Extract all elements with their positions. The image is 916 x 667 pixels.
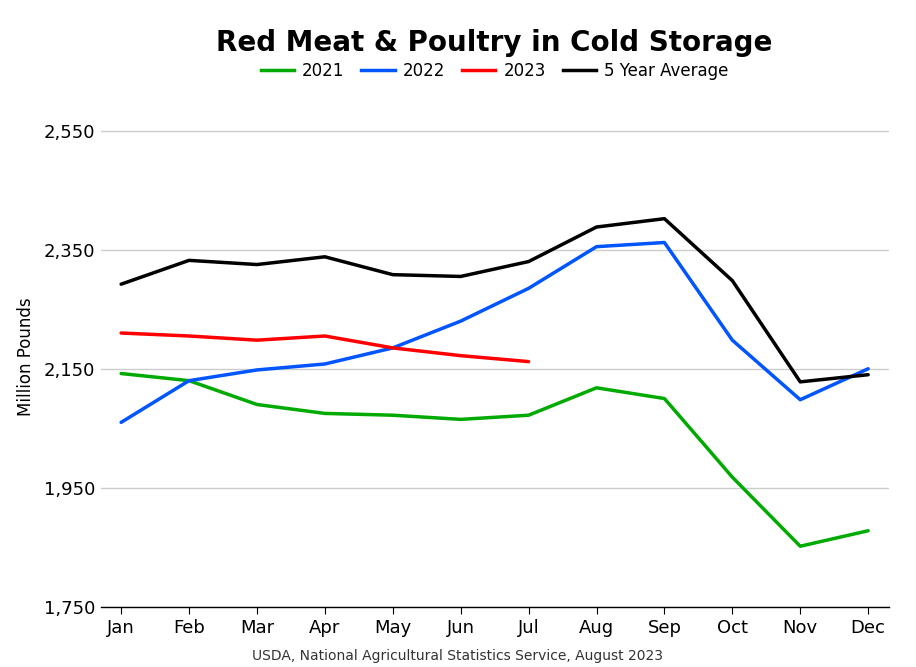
Text: USDA, National Agricultural Statistics Service, August 2023: USDA, National Agricultural Statistics S…	[253, 650, 663, 663]
Title: Red Meat & Poultry in Cold Storage: Red Meat & Poultry in Cold Storage	[216, 29, 773, 57]
Y-axis label: Million Pounds: Million Pounds	[17, 297, 36, 416]
Legend: 2021, 2022, 2023, 5 Year Average: 2021, 2022, 2023, 5 Year Average	[254, 55, 736, 86]
